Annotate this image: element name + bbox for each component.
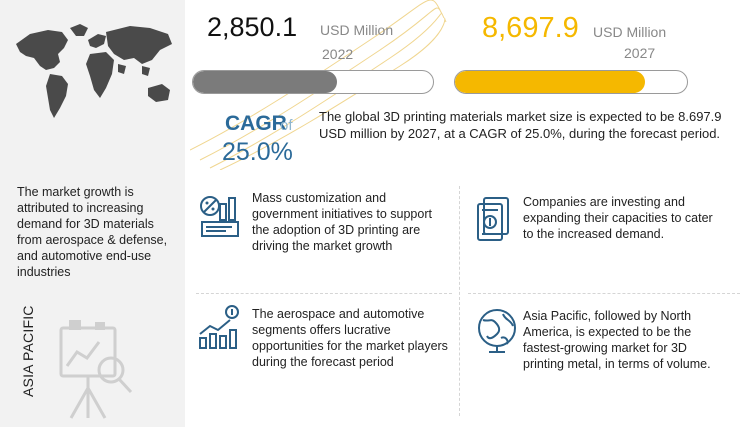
globe-icon (478, 309, 516, 353)
divider-horizontal-left (196, 293, 452, 294)
cagr-label: CAGR (225, 112, 287, 135)
progress-fill-2027 (455, 71, 646, 93)
fact-capacity-investment: Companies are investing and expanding th… (523, 195, 713, 241)
region-label: ASIA PACIFIC (20, 305, 36, 397)
progress-bar-2027 (454, 70, 688, 94)
key-insights-panel (190, 176, 750, 427)
analytics-icon (200, 196, 239, 237)
market-value-2022: 2,850.1 (207, 12, 298, 42)
progress-fill-2022 (193, 71, 337, 93)
progress-bar-2022 (192, 70, 434, 94)
fact-asia-pacific: Asia Pacific, followed by North America,… (523, 309, 711, 371)
fact-segment-opportunities: The aerospace and automotive segments of… (252, 307, 448, 369)
market-summary-text: The global 3D printing materials market … (319, 109, 722, 141)
market-growth-text: The market growth is attributed to incre… (17, 185, 168, 279)
fact-market-drivers: Mass customization and government initia… (252, 191, 432, 253)
year-label-2027: 2027 (624, 45, 656, 61)
divider-vertical (459, 186, 460, 416)
year-label-2022: 2022 (322, 46, 354, 62)
cagr-of-label: of (280, 117, 293, 134)
divider-horizontal-right (468, 293, 740, 294)
money-stack-icon (477, 197, 509, 241)
presentation-board-icon (59, 320, 133, 419)
world-map-icon (16, 24, 172, 118)
cagr-value: 25.0% (222, 138, 293, 166)
unit-label-2027: USD Million (593, 24, 667, 40)
growth-chart-icon (199, 305, 239, 349)
unit-label-2022: USD Million (320, 22, 394, 38)
market-value-2027: 8,697.9 (482, 12, 579, 44)
